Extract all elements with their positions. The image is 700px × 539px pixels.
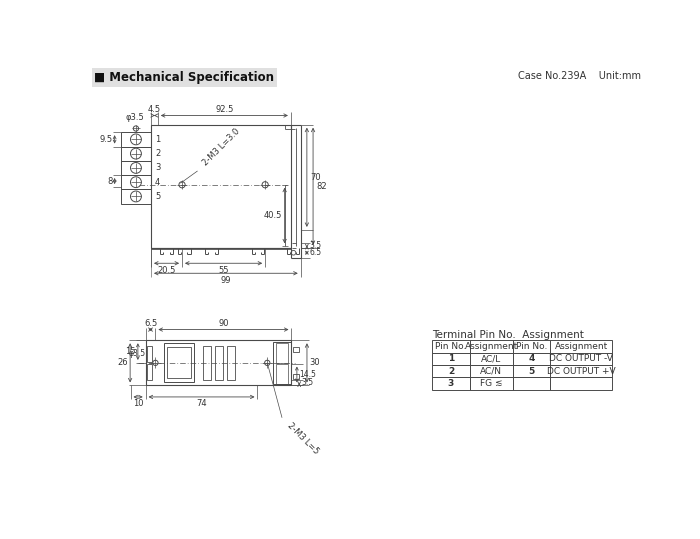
Bar (293, 374, 299, 379)
Bar (121, 147, 151, 161)
Text: 99: 99 (220, 275, 231, 285)
Text: 26: 26 (117, 358, 128, 368)
Text: φ3.5: φ3.5 (129, 349, 146, 358)
Text: 3.5: 3.5 (302, 378, 314, 387)
Bar (121, 161, 151, 175)
Text: 40.5: 40.5 (264, 211, 282, 220)
Text: 1: 1 (448, 354, 454, 363)
Bar (276, 364, 288, 384)
Bar (293, 347, 299, 352)
Bar (513, 340, 550, 353)
Bar (550, 340, 612, 353)
Text: AC/L: AC/L (481, 354, 501, 363)
Bar (228, 345, 234, 380)
Text: Pin No.: Pin No. (435, 342, 467, 351)
Text: 10: 10 (133, 399, 144, 408)
Bar (273, 342, 291, 384)
Bar (433, 340, 470, 353)
Text: DC OUTPUT +V: DC OUTPUT +V (547, 367, 615, 376)
Bar (550, 353, 612, 365)
Text: 4.5: 4.5 (148, 105, 161, 114)
Text: ■ Mechanical Specification: ■ Mechanical Specification (94, 71, 274, 84)
Bar (151, 125, 290, 248)
Bar (513, 377, 550, 390)
Text: 30: 30 (309, 358, 320, 368)
Text: 1: 1 (155, 135, 160, 144)
Text: 82: 82 (316, 182, 327, 191)
Text: 2: 2 (155, 149, 160, 158)
Bar (433, 353, 470, 365)
Text: φ3.5: φ3.5 (125, 113, 144, 122)
Text: FG ≲: FG ≲ (480, 379, 503, 388)
Text: Case No.239A    Unit:mm: Case No.239A Unit:mm (517, 71, 640, 81)
Text: 6.5: 6.5 (144, 319, 158, 328)
Bar (147, 364, 152, 380)
Bar (167, 347, 191, 378)
Bar (470, 365, 513, 377)
Bar (146, 340, 291, 385)
Text: 2-M3 L=5: 2-M3 L=5 (285, 421, 320, 455)
Bar (550, 365, 612, 377)
Bar (470, 377, 513, 390)
Text: 4: 4 (155, 178, 160, 186)
Text: AC/N: AC/N (480, 367, 503, 376)
Bar (203, 345, 211, 380)
Bar (513, 365, 550, 377)
Bar (121, 189, 151, 204)
Bar (470, 340, 513, 353)
Text: 3.5: 3.5 (309, 241, 321, 250)
Text: DC OUTPUT -V: DC OUTPUT -V (550, 354, 613, 363)
Bar (215, 345, 223, 380)
Text: 2: 2 (448, 367, 454, 376)
Text: 8: 8 (107, 177, 112, 185)
Bar (513, 353, 550, 365)
Text: 4: 4 (528, 354, 535, 363)
Text: 9.5: 9.5 (99, 135, 112, 144)
Text: 20.5: 20.5 (158, 266, 176, 274)
Bar (276, 343, 288, 363)
Bar (121, 132, 151, 147)
Bar (147, 345, 152, 362)
Bar (470, 353, 513, 365)
Text: 5: 5 (155, 192, 160, 201)
Text: 5: 5 (528, 367, 535, 376)
Text: 6.5: 6.5 (309, 248, 321, 257)
Bar (164, 343, 194, 382)
Text: Assignment: Assignment (465, 342, 518, 351)
Text: Pin No.: Pin No. (516, 342, 547, 351)
Bar (433, 365, 470, 377)
Text: 3: 3 (448, 379, 454, 388)
Text: 3: 3 (155, 163, 160, 172)
Bar (121, 175, 151, 189)
Text: 70: 70 (310, 173, 321, 182)
Text: 74: 74 (196, 399, 207, 408)
Text: 15: 15 (125, 347, 136, 356)
Text: 92.5: 92.5 (215, 105, 234, 114)
Bar (550, 377, 612, 390)
Text: 90: 90 (218, 319, 229, 328)
Text: 55: 55 (218, 266, 229, 274)
Text: Terminal Pin No.  Assignment: Terminal Pin No. Assignment (433, 330, 584, 340)
Bar (433, 377, 470, 390)
Text: 14.5: 14.5 (299, 370, 316, 379)
Text: 2-M3 L=3.0: 2-M3 L=3.0 (202, 127, 242, 167)
Text: Assignment: Assignment (554, 342, 608, 351)
